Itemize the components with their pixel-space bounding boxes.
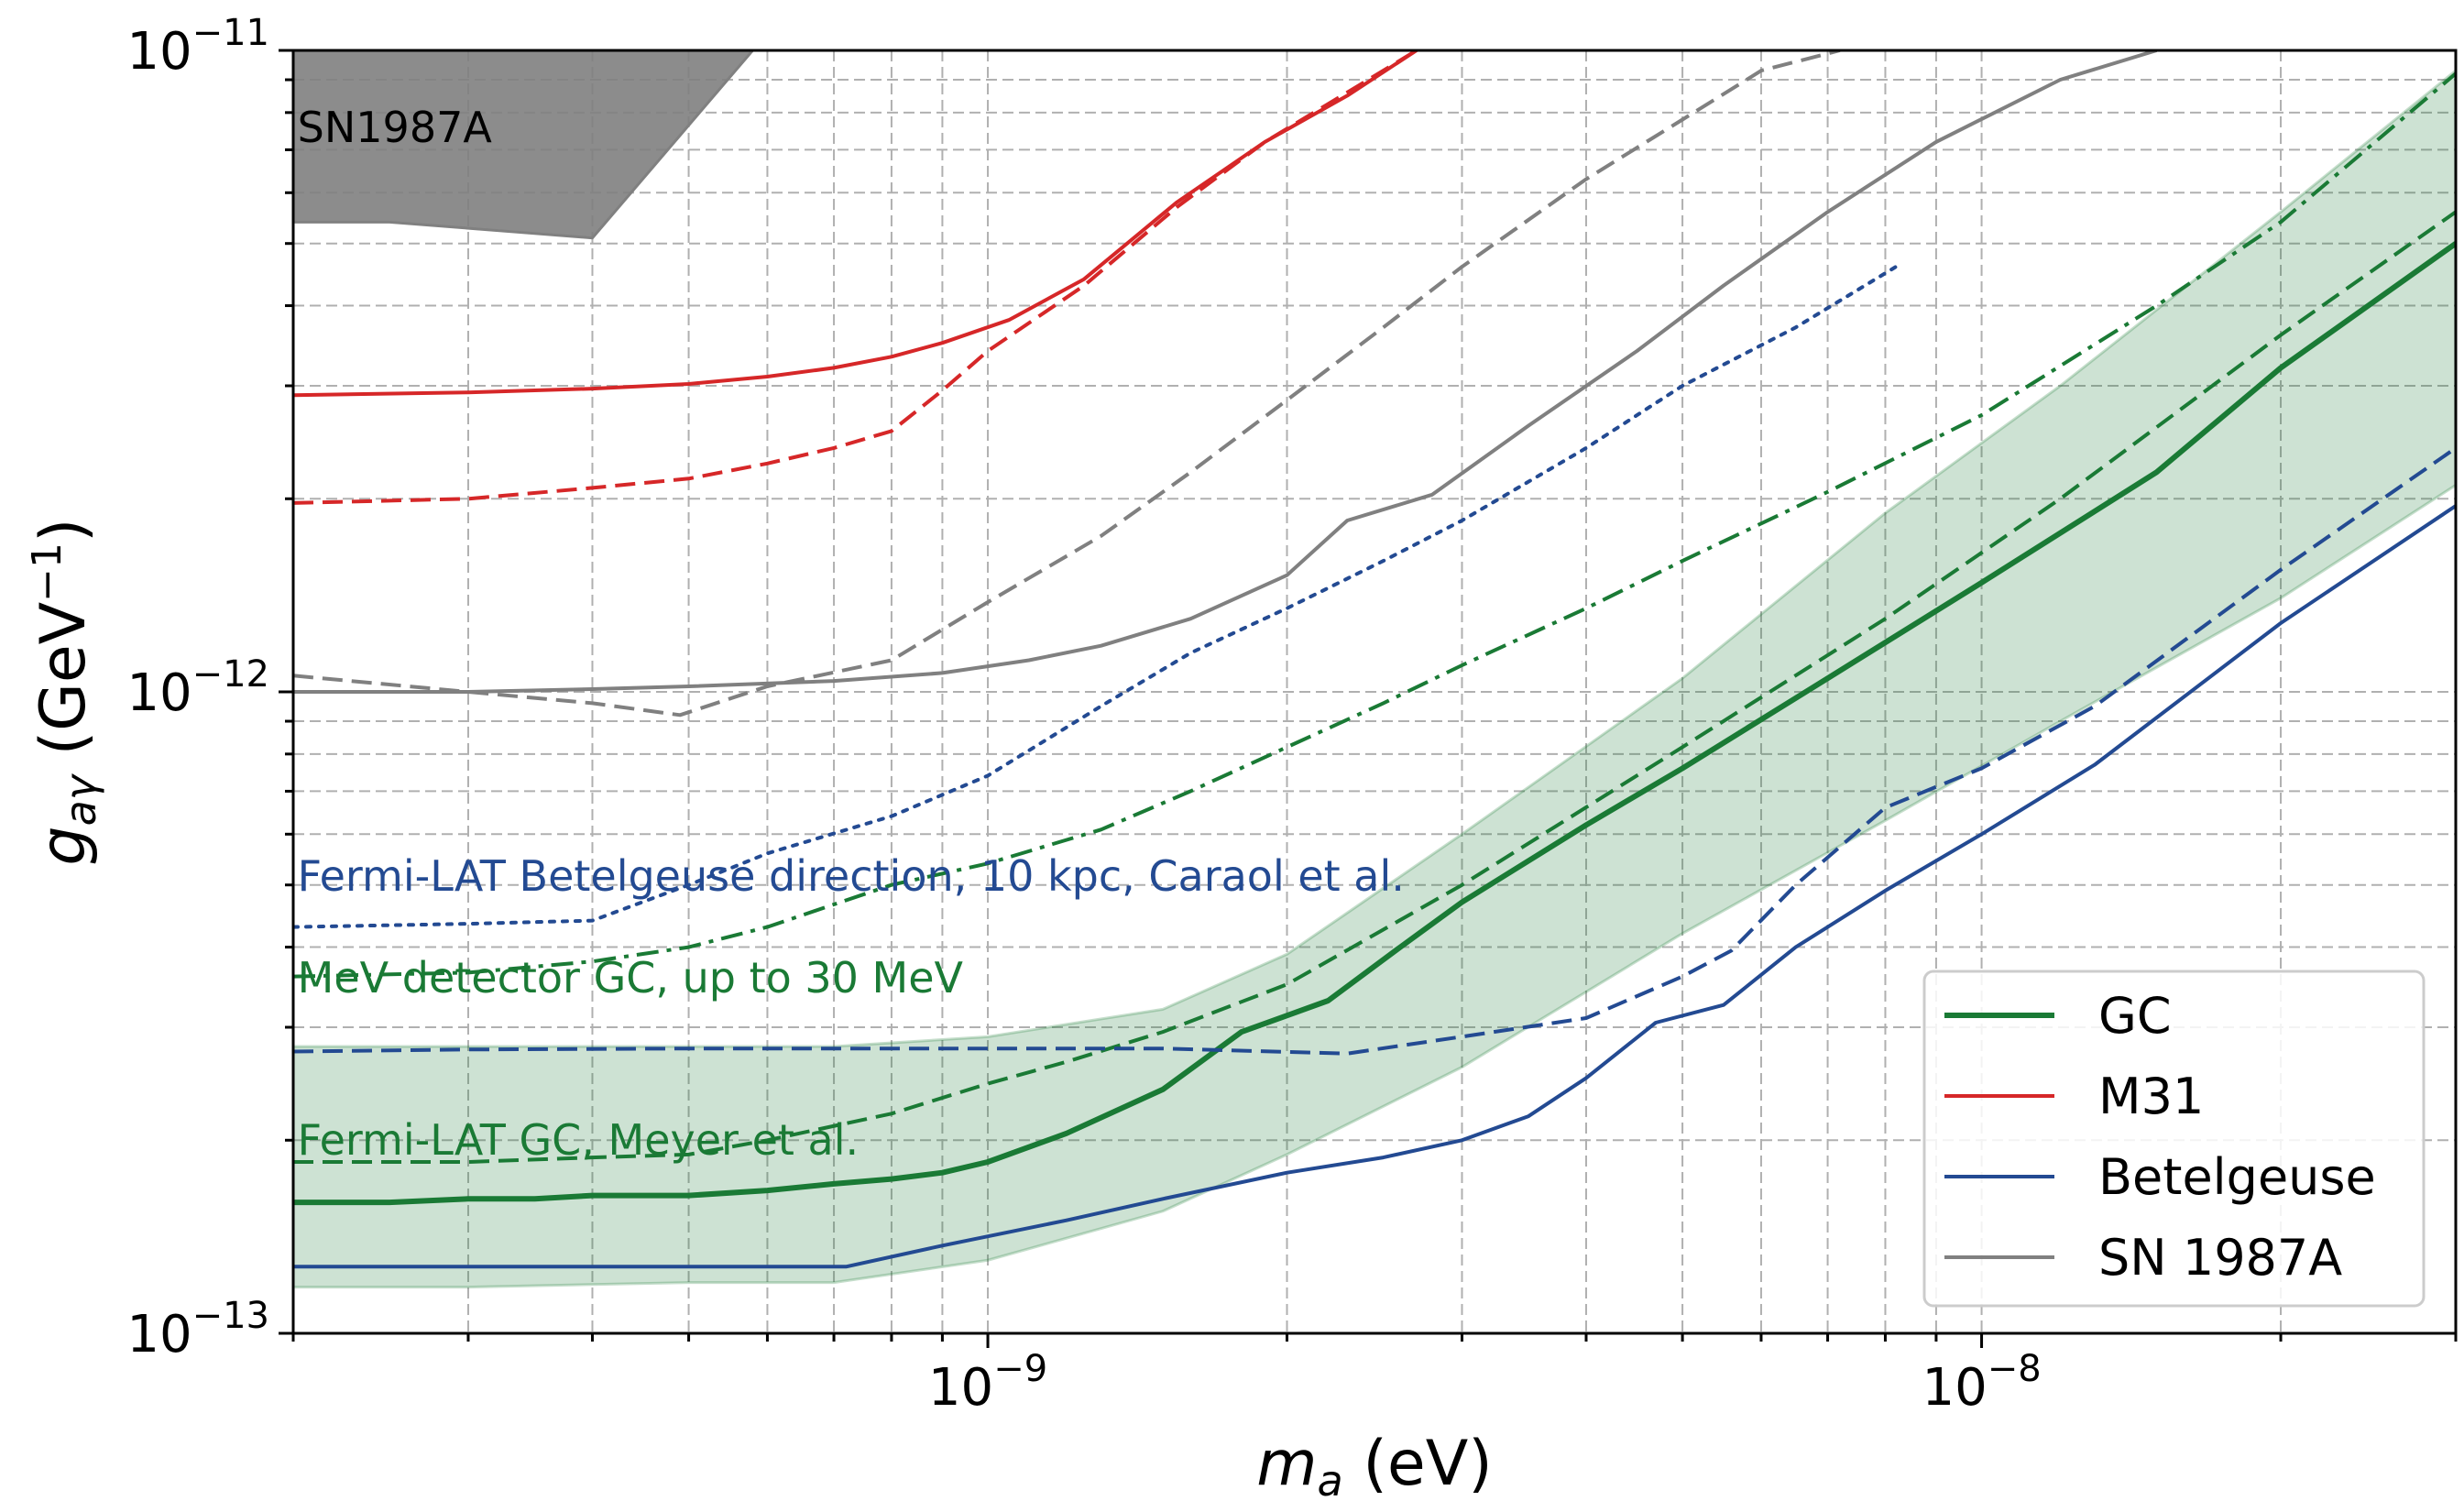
y-tick-label: 10−11: [126, 12, 269, 82]
series-line: [293, 504, 2456, 1269]
axis-ticks: 10−9 10−8 10−13 10−12 10−11: [126, 12, 2458, 1418]
legend: GC M31 Betelgeuse SN 1987A: [1922, 970, 2426, 1308]
y-tick-label: 10−12: [126, 653, 269, 723]
excluded-region: [293, 50, 755, 240]
annotation-label: Fermi-LAT GC, Meyer et al.: [298, 1115, 859, 1165]
x-tick-label: 10−8: [1922, 1348, 2041, 1418]
x-tick-label: 10−9: [928, 1348, 1047, 1418]
y-tick-label: 10−13: [126, 1295, 269, 1364]
annotation-label: MeV detector GC, up to 30 MeV: [298, 953, 964, 1003]
annotation-label: SN1987A: [298, 103, 493, 152]
y-axis-title: gaγ (GeV−1): [24, 518, 105, 865]
legend-label: GC: [2098, 987, 2172, 1045]
series-line: [293, 265, 1899, 929]
series-line: [293, 71, 2456, 979]
series-line: [293, 50, 2158, 694]
series-line: [293, 50, 1418, 505]
annotation-label: Fermi-LAT Betelgeuse direction, 10 kpc, …: [298, 851, 1405, 901]
legend-box: [1922, 970, 2426, 1308]
x-axis-title: ma (eV): [1256, 1428, 1493, 1506]
annotations: SN1987A Fermi-LAT Betelgeuse direction, 1…: [298, 103, 1405, 1165]
plot-area: [293, 50, 2456, 1289]
series-line: [293, 241, 2456, 1206]
legend-label: SN 1987A: [2098, 1229, 2342, 1287]
legend-label: Betelgeuse: [2098, 1148, 2376, 1206]
legend-label: M31: [2098, 1068, 2204, 1125]
series-line: [293, 50, 1841, 718]
uncertainty-band: [293, 69, 2456, 1289]
series-line: [293, 446, 2456, 1056]
